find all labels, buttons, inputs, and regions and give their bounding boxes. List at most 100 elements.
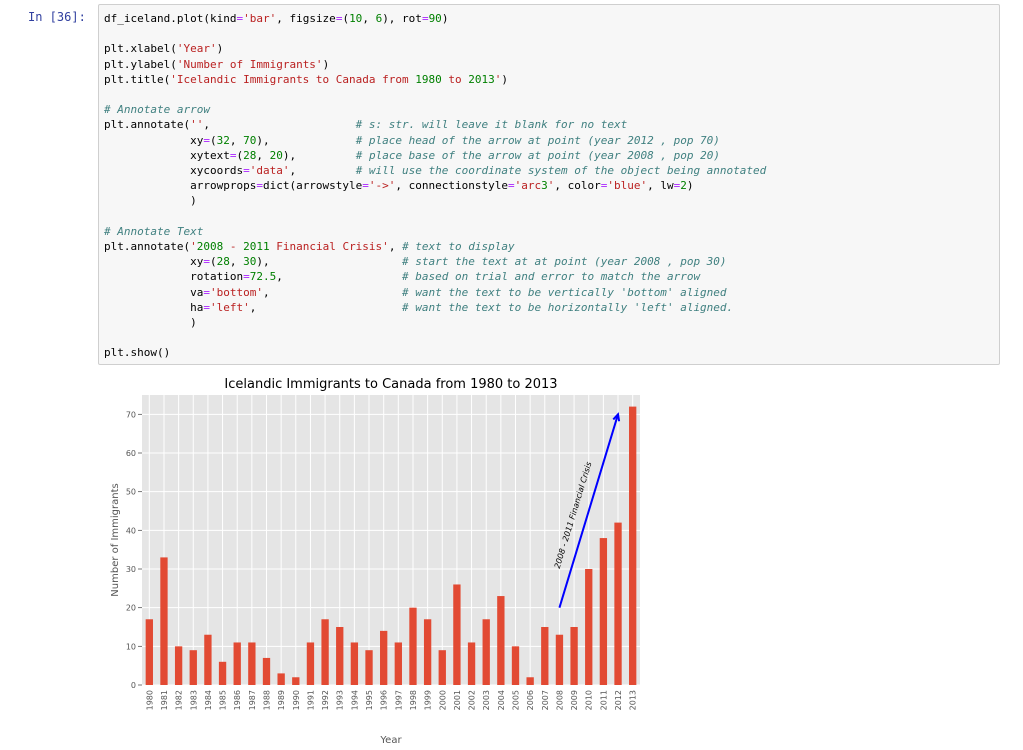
- code-text[interactable]: df_iceland.plot(kind='bar', figsize=(10,…: [104, 11, 766, 361]
- code-line: plt.title('Icelandic Immigrants to Canad…: [104, 72, 509, 86]
- code-line: plt.annotate('2008 - 2011 Financial Cris…: [104, 240, 515, 254]
- code-line: # Annotate arrow: [104, 103, 210, 117]
- y-tick-label: 0: [131, 681, 136, 690]
- bar-1998: [409, 607, 417, 685]
- x-tick-label: 1982: [175, 690, 184, 710]
- code-line: arrowprops=dict(arrowstyle='->', connect…: [104, 179, 694, 193]
- code-line: ha='left', # want the text to be horizon…: [104, 300, 734, 314]
- bar-1993: [336, 627, 344, 685]
- y-tick-label: 70: [126, 410, 136, 419]
- x-tick-label: 2007: [541, 690, 550, 710]
- x-tick-label: 1988: [263, 690, 272, 710]
- y-tick-label: 20: [126, 604, 136, 613]
- x-tick-label: 2005: [512, 690, 521, 710]
- bar-2005: [511, 646, 520, 685]
- bar-2012: [614, 522, 622, 685]
- bar-1995: [365, 650, 373, 685]
- code-line: plt.xlabel('Year'): [104, 42, 224, 56]
- x-tick-label: 2009: [570, 690, 579, 710]
- arrow-head-icon: [612, 412, 621, 422]
- x-tick-label: 1981: [160, 690, 169, 710]
- bar-2002: [467, 642, 476, 685]
- code-line: rotation=72.5, # based on trial and erro…: [104, 270, 701, 284]
- code-line: xy=(28, 30), # start the text at at poin…: [104, 255, 727, 269]
- x-tick-label: 2000: [438, 690, 447, 710]
- code-line: ): [190, 194, 197, 208]
- y-tick-label: 30: [126, 565, 136, 574]
- code-line: xy=(32, 70), # place head of the arrow a…: [104, 133, 720, 147]
- annotation-arrow: [558, 414, 619, 608]
- bar-2008: [555, 634, 564, 685]
- bar-2009: [570, 627, 578, 685]
- code-editor[interactable]: df_iceland.plot(kind='bar', figsize=(10,…: [98, 4, 1000, 365]
- x-tick-label: 1989: [277, 690, 286, 710]
- bar-1980: [145, 619, 153, 685]
- x-tick-label: 1985: [219, 690, 228, 710]
- code-line: plt.annotate('', # s: str. will leave it…: [104, 118, 628, 132]
- x-tick-label: 2013: [629, 690, 638, 710]
- x-tick-label: 1983: [189, 690, 198, 710]
- y-tick-label: 40: [126, 526, 136, 535]
- bar-2000: [438, 650, 446, 685]
- bar-1996: [380, 630, 388, 685]
- bar-chart: Icelandic Immigrants to Canada from 1980…: [110, 377, 640, 746]
- bar-2001: [453, 584, 461, 685]
- x-tick-label: 2002: [468, 690, 477, 710]
- x-tick-label: 2011: [599, 690, 608, 710]
- x-tick-label: 1998: [409, 690, 418, 710]
- y-tick-label: 10: [126, 642, 136, 651]
- bar-2010: [585, 569, 593, 685]
- x-tick-label: 1993: [336, 690, 345, 710]
- bar-1983: [189, 650, 197, 685]
- bar-1997: [394, 642, 402, 685]
- x-tick-label: 1997: [394, 690, 403, 710]
- bar-1984: [204, 634, 212, 685]
- bar-1991: [306, 642, 315, 685]
- bar-1987: [248, 642, 256, 685]
- x-tick-label: 1984: [204, 690, 213, 710]
- x-tick-label: 1999: [424, 690, 433, 710]
- output-area: Icelandic Immigrants to Canada from 1980…: [98, 370, 658, 746]
- x-axis-label: Year: [379, 735, 402, 745]
- bar-2006: [526, 677, 534, 685]
- x-tick-label: 1986: [233, 690, 242, 710]
- y-axis-label: Number of Immigrants: [110, 483, 121, 596]
- x-tick-label: 1992: [321, 690, 330, 710]
- bar-1985: [218, 661, 227, 685]
- bar-2007: [541, 627, 549, 685]
- bar-1982: [174, 646, 183, 685]
- bar-1992: [321, 619, 329, 685]
- bar-1988: [262, 657, 271, 685]
- bar-1981: [160, 557, 168, 685]
- bar-2013: [629, 406, 637, 685]
- x-tick-label: 1987: [248, 690, 257, 710]
- x-tick-label: 1995: [365, 690, 374, 710]
- code-line: # Annotate Text: [104, 224, 204, 238]
- code-line: plt.show(): [104, 346, 171, 360]
- input-prompt: In [36]:: [28, 10, 86, 24]
- y-tick-label: 60: [126, 449, 136, 458]
- bar-2004: [497, 596, 505, 685]
- x-tick-label: 1980: [145, 690, 154, 710]
- x-tick-label: 2010: [585, 690, 594, 710]
- chart-title: Icelandic Immigrants to Canada from 1980…: [224, 377, 557, 392]
- x-tick-label: 1991: [306, 690, 315, 710]
- code-line: ): [190, 316, 197, 330]
- bar-2003: [482, 619, 490, 685]
- bar-2011: [599, 538, 608, 685]
- x-tick-label: 2012: [614, 690, 623, 710]
- bar-1999: [423, 619, 432, 685]
- code-line: va='bottom', # want the text to be verti…: [104, 285, 727, 299]
- x-tick-label: 1994: [350, 690, 359, 710]
- x-tick-label: 2004: [497, 690, 506, 710]
- code-line: xycoords='data', # will use the coordina…: [104, 164, 767, 178]
- x-tick-label: 2006: [526, 690, 535, 710]
- bar-1994: [350, 642, 359, 685]
- y-tick-label: 50: [126, 488, 136, 497]
- x-tick-label: 1990: [292, 690, 301, 710]
- code-line: plt.ylabel('Number of Immigrants'): [104, 57, 330, 71]
- x-tick-label: 2008: [555, 690, 564, 710]
- x-tick-label: 2003: [482, 690, 491, 710]
- code-line: xytext=(28, 20), # place base of the arr…: [104, 148, 720, 162]
